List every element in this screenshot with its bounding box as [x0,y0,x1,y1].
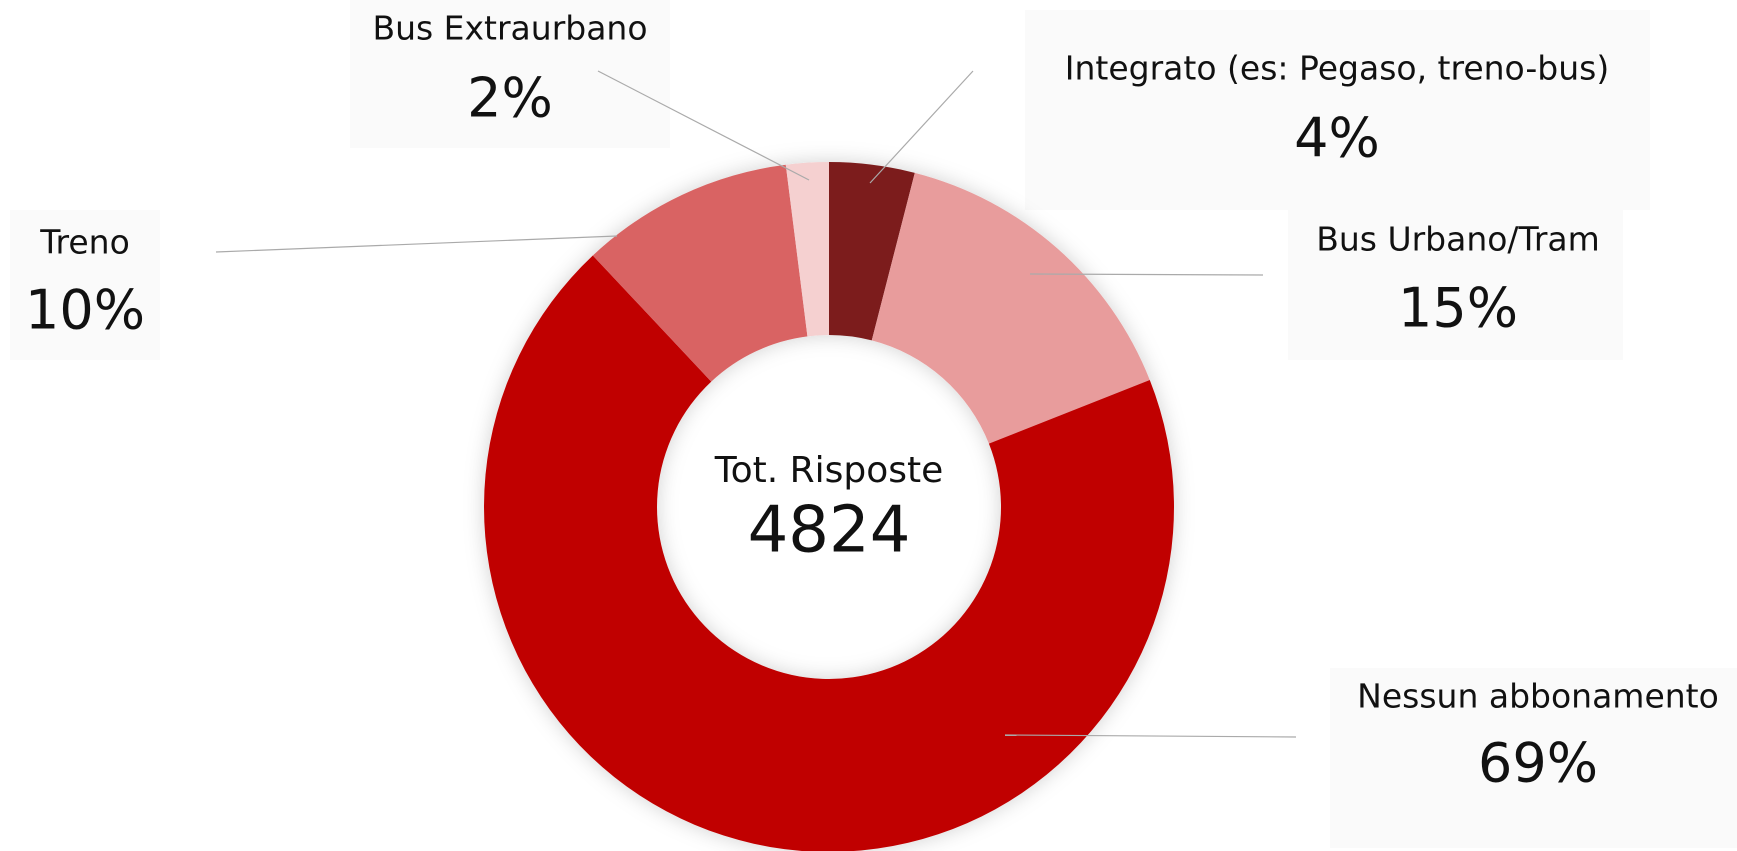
label-box [10,210,160,360]
slice-value: 69% [1478,732,1598,795]
donut-slice [829,162,915,341]
slice-value: 10% [25,279,145,342]
label-box [1330,668,1737,848]
slice-name: Bus Extraurbano [372,9,647,48]
slice-value: 15% [1398,277,1518,340]
slice-value: 2% [467,67,553,130]
center-label: Tot. Risposte [714,450,944,491]
donut-slice [484,255,1174,851]
slice-name: Nessun abbonamento [1357,677,1719,716]
slice-name: Treno [39,223,130,262]
donut-slice [871,172,1150,444]
leader-line [1029,273,1264,276]
donut-slice [785,162,829,337]
leader-line [869,70,974,184]
slice-value: 4% [1294,107,1380,170]
leader-line [597,70,810,181]
label-box [1025,10,1650,210]
slice-name: Integrato (es: Pegaso, treno-bus) [1065,49,1609,88]
leader-line [215,235,618,253]
slice-name: Bus Urbano/Tram [1316,220,1600,259]
center-value: 4824 [748,494,911,568]
label-box [1288,210,1623,360]
donut-slice [592,164,808,382]
leader-line [1004,734,1297,738]
label-box [350,0,670,148]
